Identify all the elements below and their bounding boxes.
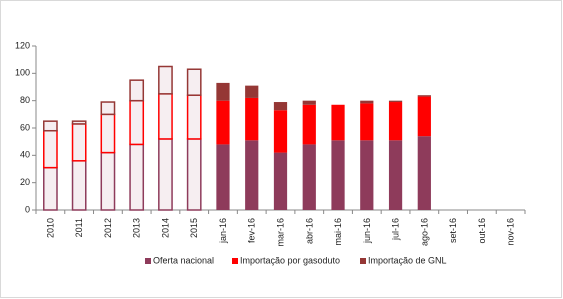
bar — [100, 151, 116, 211]
y-tick-label: 60 — [20, 122, 30, 132]
bar — [186, 138, 202, 211]
x-tick-label: jan-16 — [218, 218, 228, 244]
x-tick-label: mai-16 — [333, 218, 343, 246]
x-tick-label: fev-16 — [247, 218, 257, 243]
bar — [100, 101, 116, 116]
bar — [302, 100, 316, 105]
legend-label: Importação por gasoduto — [240, 255, 340, 265]
bar — [186, 68, 202, 96]
x-tick-label: nov-16 — [506, 218, 516, 246]
x-tick-label: 2011 — [74, 218, 84, 237]
x-tick-label: set-16 — [448, 218, 458, 243]
bar — [273, 102, 288, 111]
legend-swatch — [145, 258, 151, 264]
bar — [331, 104, 345, 141]
bar — [360, 103, 374, 141]
bar — [186, 94, 202, 140]
legend-label: Importação de GNL — [368, 255, 447, 265]
x-tick-label: 2010 — [45, 218, 55, 238]
x-tick-label: jul-16 — [391, 218, 401, 241]
y-tick-label: 40 — [20, 150, 30, 160]
y-tick-label: 80 — [20, 95, 30, 105]
x-tick-label: ago-16 — [419, 218, 429, 246]
bar — [388, 102, 403, 141]
x-tick-label: jun-16 — [362, 218, 372, 244]
bar — [245, 140, 259, 210]
x-tick-label: abr-16 — [304, 218, 314, 244]
bar — [302, 144, 316, 210]
bar — [360, 140, 374, 210]
bar — [158, 138, 173, 211]
bar — [273, 152, 288, 210]
bar — [216, 82, 230, 101]
bar — [331, 140, 345, 210]
bar — [71, 160, 87, 211]
bar — [43, 120, 58, 132]
y-tick-label: 120 — [15, 40, 30, 50]
bar — [417, 136, 431, 210]
bar — [302, 104, 316, 145]
bar — [71, 120, 87, 125]
bar — [388, 100, 403, 103]
bar — [417, 95, 431, 97]
legend-label: Oferta nacional — [153, 255, 214, 265]
bar — [216, 144, 230, 210]
bar — [245, 85, 259, 98]
bar — [158, 93, 173, 140]
bar — [129, 79, 145, 102]
legend-swatch — [232, 258, 238, 264]
bar — [43, 129, 58, 169]
bar — [158, 65, 173, 95]
x-tick-label: 2013 — [132, 218, 142, 238]
x-tick-label: out-16 — [477, 218, 487, 244]
y-tick-label: 100 — [15, 68, 30, 78]
bar — [360, 100, 374, 104]
x-tick-label: 2015 — [189, 218, 199, 238]
legend-swatch — [360, 258, 366, 264]
bar — [129, 143, 145, 211]
bar — [71, 123, 87, 162]
bar — [43, 166, 58, 211]
x-tick-label: 2012 — [103, 218, 113, 238]
bar — [100, 113, 116, 154]
bar — [388, 140, 403, 210]
x-tick-label: mar-16 — [276, 218, 286, 247]
y-tick-label: 20 — [20, 177, 30, 187]
bar — [273, 110, 288, 153]
bar — [216, 100, 230, 145]
bar — [129, 99, 145, 146]
bar — [245, 97, 259, 141]
bar — [417, 96, 431, 137]
x-tick-label: 2014 — [160, 218, 170, 238]
y-tick-label: 0 — [25, 204, 30, 214]
